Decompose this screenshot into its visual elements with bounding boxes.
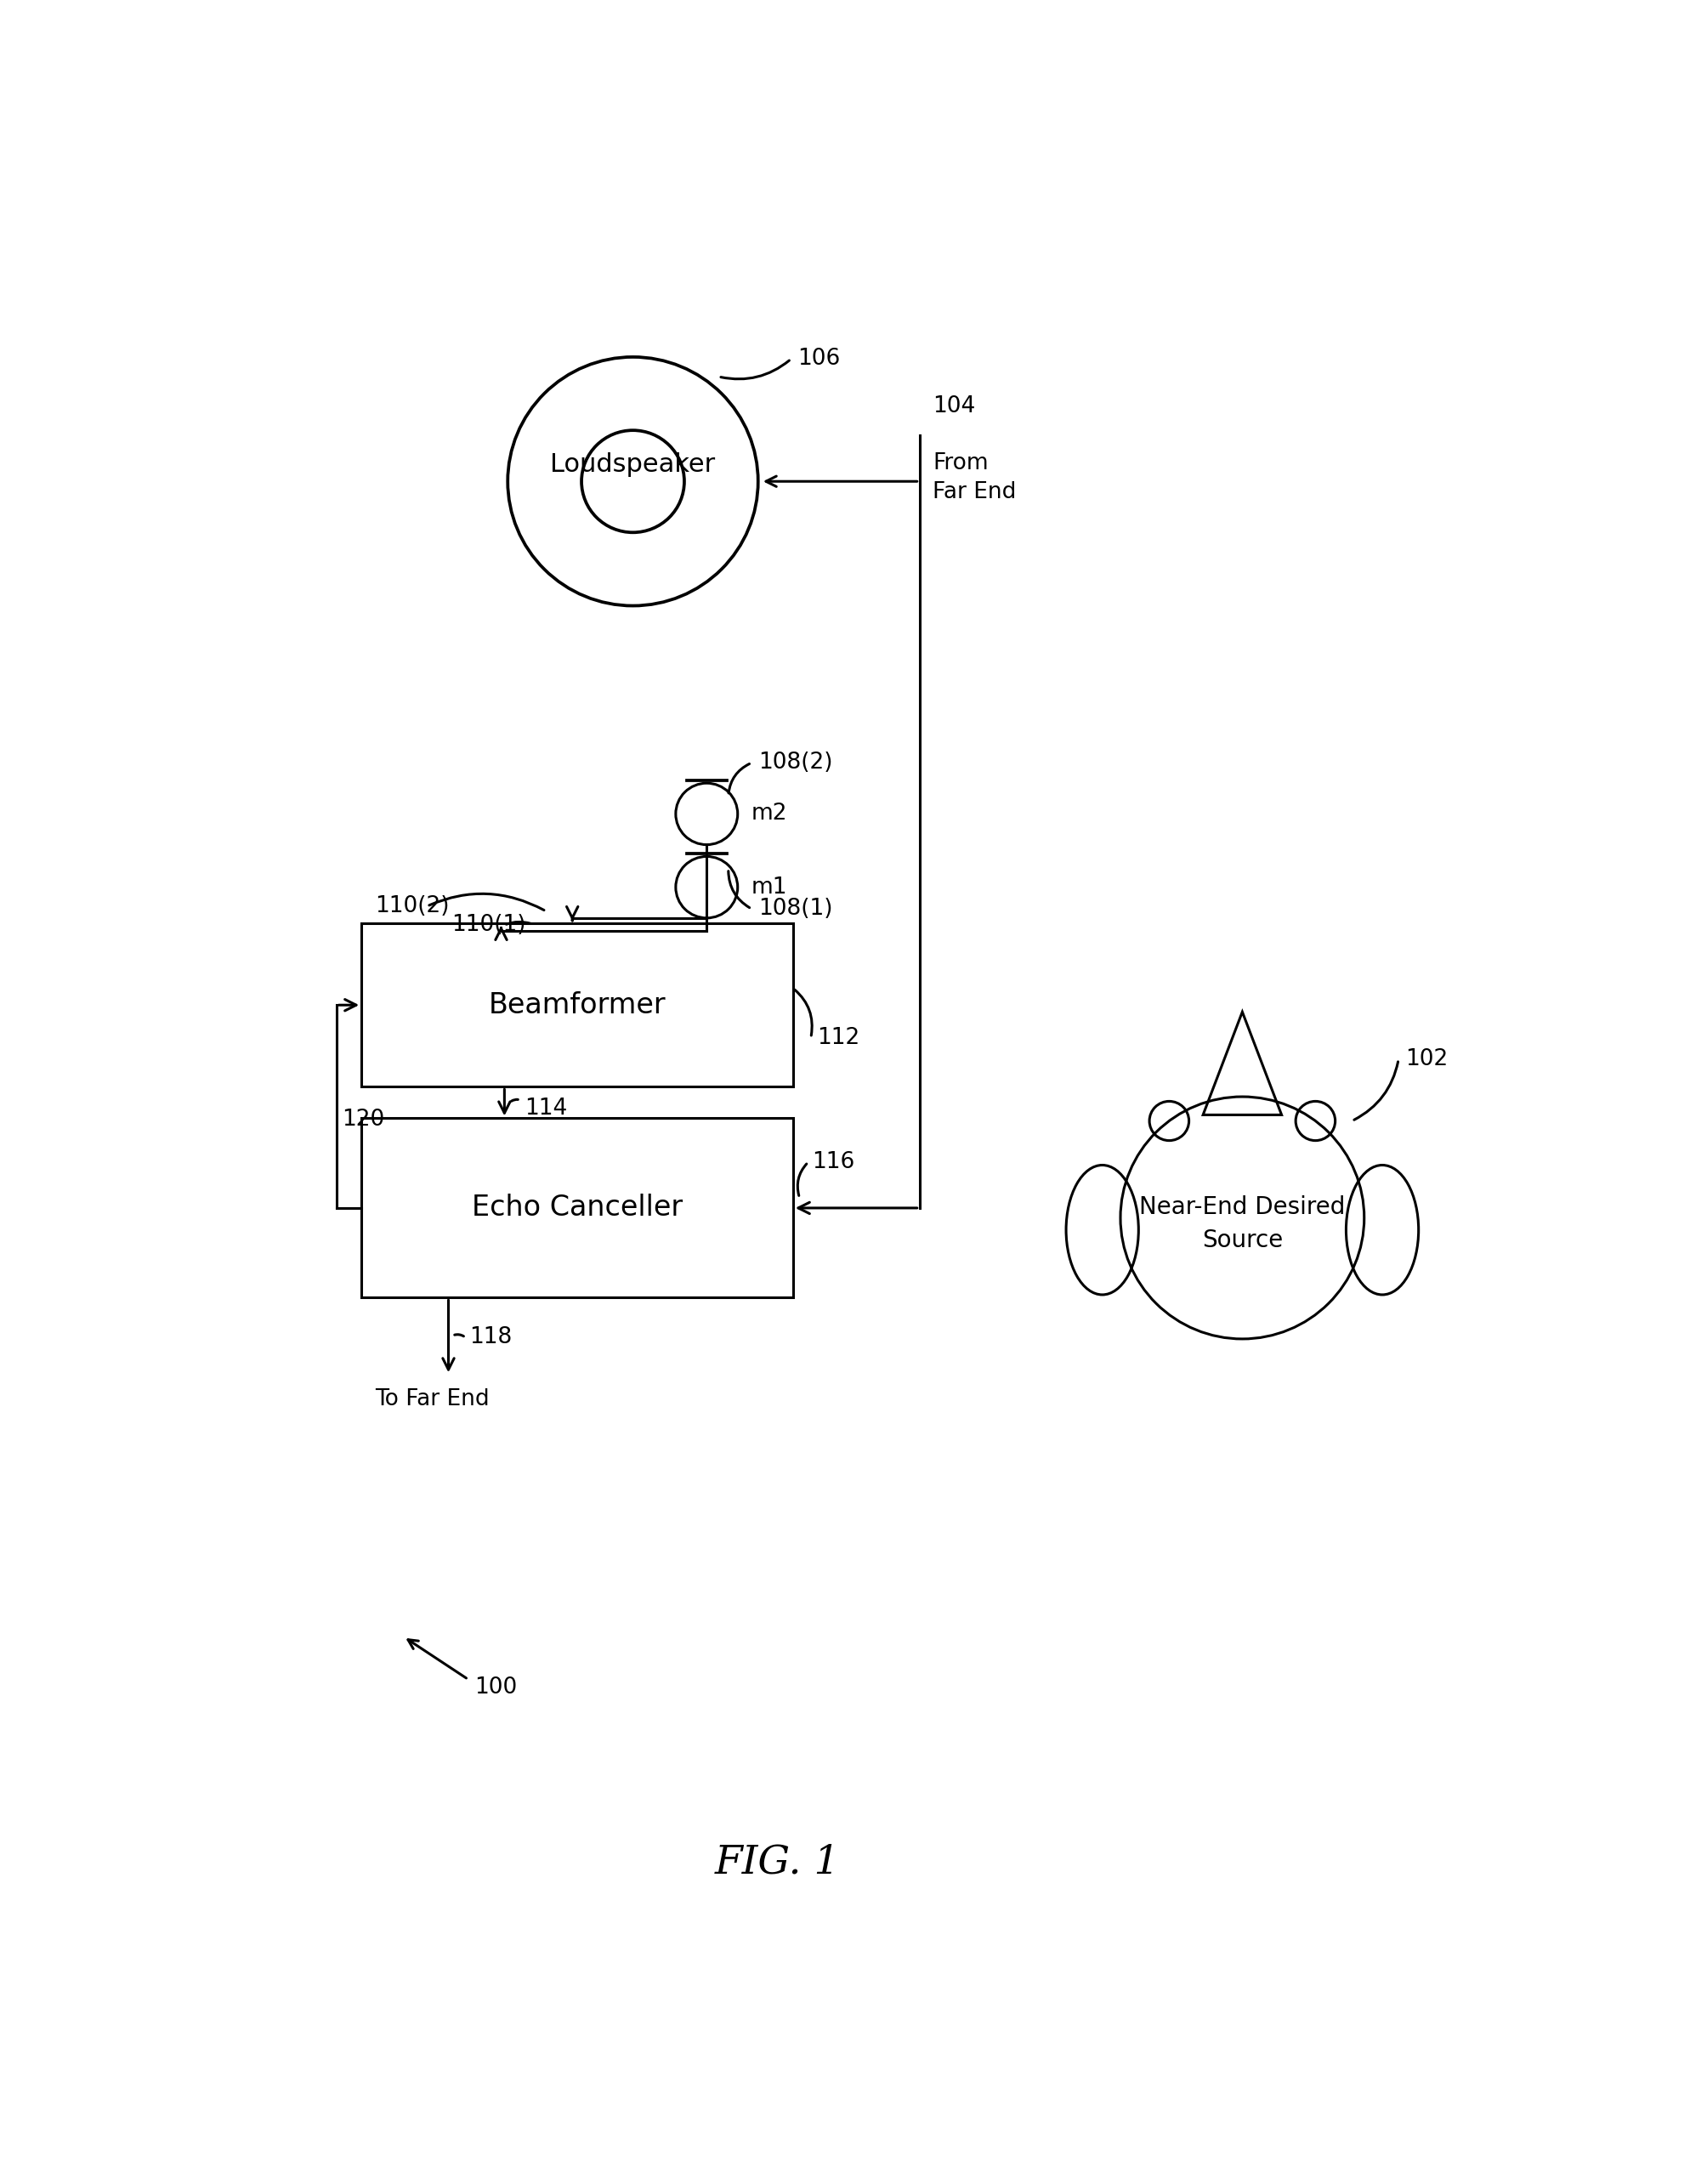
Text: 110(2): 110(2) bbox=[375, 895, 450, 917]
Text: m2: m2 bbox=[750, 804, 788, 826]
Text: 116: 116 bbox=[813, 1151, 855, 1173]
Text: m1: m1 bbox=[750, 876, 788, 898]
Text: 102: 102 bbox=[1404, 1048, 1448, 1070]
Text: Beamformer: Beamformer bbox=[488, 992, 666, 1020]
Text: Near-End Desired
Source: Near-End Desired Source bbox=[1139, 1195, 1345, 1251]
Text: Loudspeaker: Loudspeaker bbox=[551, 452, 715, 476]
Bar bbox=[362, 1118, 793, 1297]
Text: To Far End: To Far End bbox=[375, 1389, 488, 1411]
Bar bbox=[362, 924, 793, 1088]
Text: 112: 112 bbox=[818, 1026, 860, 1048]
Text: Echo Canceller: Echo Canceller bbox=[472, 1195, 683, 1223]
Text: From
Far End: From Far End bbox=[933, 452, 1016, 505]
Text: 108(2): 108(2) bbox=[759, 751, 833, 773]
Text: 118: 118 bbox=[470, 1326, 512, 1350]
Text: 104: 104 bbox=[933, 395, 975, 417]
Text: 100: 100 bbox=[475, 1677, 517, 1699]
Text: 114: 114 bbox=[524, 1096, 566, 1120]
Text: 108(1): 108(1) bbox=[759, 898, 833, 919]
Text: 120: 120 bbox=[341, 1109, 384, 1131]
Text: 110(1): 110(1) bbox=[451, 915, 526, 937]
Text: 106: 106 bbox=[798, 347, 840, 369]
Text: FIG. 1: FIG. 1 bbox=[715, 1843, 840, 1883]
